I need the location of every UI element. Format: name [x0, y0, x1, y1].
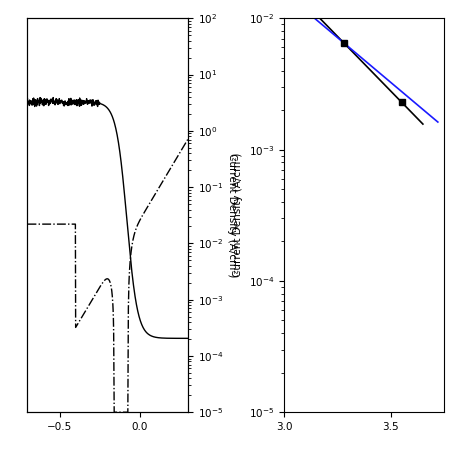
Y-axis label: Current Density (A/cm²): Current Density (A/cm²) [227, 153, 237, 278]
Y-axis label: Current Density (A/cm²): Current Density (A/cm²) [233, 153, 243, 278]
